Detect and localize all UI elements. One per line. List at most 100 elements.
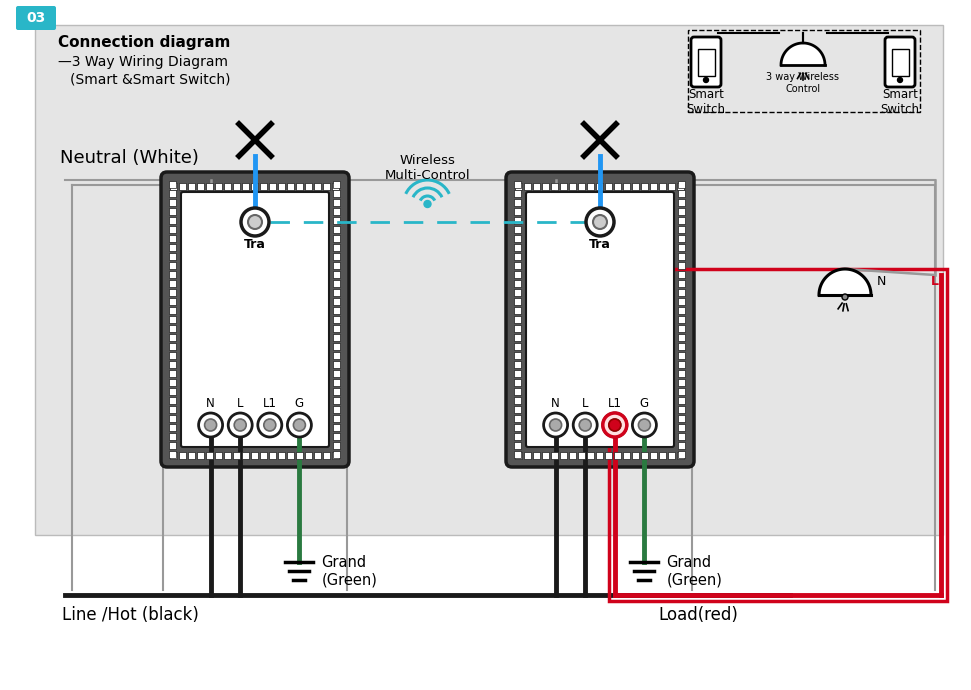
Bar bbox=[333, 424, 340, 431]
Bar bbox=[305, 452, 312, 459]
Bar bbox=[242, 183, 249, 190]
Text: Smart
Switch: Smart Switch bbox=[686, 88, 725, 116]
Circle shape bbox=[609, 419, 620, 431]
FancyBboxPatch shape bbox=[16, 6, 56, 30]
Bar bbox=[269, 183, 276, 190]
Bar bbox=[305, 183, 312, 190]
Bar bbox=[333, 388, 340, 395]
Bar bbox=[332, 183, 339, 190]
Bar bbox=[678, 199, 685, 206]
Circle shape bbox=[199, 413, 222, 437]
Circle shape bbox=[593, 215, 607, 229]
Text: Grand
(Green): Grand (Green) bbox=[321, 555, 378, 587]
Bar bbox=[333, 316, 340, 323]
Bar bbox=[678, 226, 685, 233]
Circle shape bbox=[550, 419, 561, 431]
Circle shape bbox=[632, 413, 656, 437]
Bar bbox=[641, 183, 648, 190]
Bar bbox=[514, 217, 521, 224]
Bar bbox=[668, 452, 675, 459]
FancyBboxPatch shape bbox=[885, 37, 915, 87]
Text: Smart
Switch: Smart Switch bbox=[881, 88, 920, 116]
Bar bbox=[596, 452, 603, 459]
Bar bbox=[514, 289, 521, 296]
Bar bbox=[678, 370, 685, 377]
Bar bbox=[678, 190, 685, 197]
Bar bbox=[514, 316, 521, 323]
Bar bbox=[514, 352, 521, 359]
Bar bbox=[678, 217, 685, 224]
Bar bbox=[678, 433, 685, 440]
Bar bbox=[514, 388, 521, 395]
Bar bbox=[169, 271, 176, 278]
Bar bbox=[524, 183, 531, 190]
Bar bbox=[632, 452, 639, 459]
Bar bbox=[632, 183, 639, 190]
Bar bbox=[578, 183, 585, 190]
Text: Connection diagram: Connection diagram bbox=[58, 34, 230, 50]
Bar bbox=[678, 352, 685, 359]
Bar bbox=[169, 316, 176, 323]
Bar bbox=[514, 343, 521, 350]
Bar bbox=[169, 253, 176, 260]
Bar bbox=[224, 452, 231, 459]
Bar bbox=[251, 183, 258, 190]
Bar bbox=[678, 280, 685, 287]
Bar bbox=[677, 452, 684, 459]
Bar bbox=[514, 190, 521, 197]
Bar bbox=[278, 452, 285, 459]
Bar bbox=[514, 199, 521, 206]
Bar bbox=[678, 307, 685, 314]
Bar bbox=[170, 183, 177, 190]
Bar bbox=[333, 190, 340, 197]
Text: L: L bbox=[237, 397, 244, 409]
Bar bbox=[678, 316, 685, 323]
Bar bbox=[650, 452, 657, 459]
Bar bbox=[169, 352, 176, 359]
Bar bbox=[514, 244, 521, 251]
Bar bbox=[609, 269, 947, 601]
Circle shape bbox=[704, 77, 709, 83]
Circle shape bbox=[842, 294, 848, 300]
Bar bbox=[333, 181, 340, 188]
Bar bbox=[169, 424, 176, 431]
Bar bbox=[169, 298, 176, 305]
Bar bbox=[514, 235, 521, 242]
Bar bbox=[678, 415, 685, 422]
Bar bbox=[678, 343, 685, 350]
Bar bbox=[169, 262, 176, 269]
Bar bbox=[169, 244, 176, 251]
Bar bbox=[242, 452, 249, 459]
Bar bbox=[333, 451, 340, 458]
Bar bbox=[514, 415, 521, 422]
Bar bbox=[514, 370, 521, 377]
Bar bbox=[587, 183, 594, 190]
Text: N: N bbox=[206, 397, 215, 409]
Bar bbox=[169, 307, 176, 314]
Bar bbox=[668, 183, 675, 190]
Bar bbox=[569, 183, 576, 190]
Bar bbox=[333, 208, 340, 215]
Text: 03: 03 bbox=[26, 11, 46, 25]
Bar bbox=[169, 379, 176, 386]
Bar bbox=[169, 343, 176, 350]
Bar bbox=[333, 361, 340, 368]
Bar bbox=[533, 452, 540, 459]
Bar bbox=[215, 452, 222, 459]
Bar bbox=[678, 406, 685, 413]
Bar bbox=[224, 183, 231, 190]
Bar bbox=[678, 388, 685, 395]
Circle shape bbox=[544, 413, 568, 437]
Bar bbox=[542, 452, 549, 459]
Bar bbox=[215, 183, 222, 190]
Bar bbox=[659, 452, 666, 459]
Bar bbox=[206, 183, 213, 190]
Bar bbox=[515, 452, 522, 459]
Text: N: N bbox=[552, 397, 560, 409]
Circle shape bbox=[228, 413, 252, 437]
Bar bbox=[678, 289, 685, 296]
Bar bbox=[514, 334, 521, 341]
Text: L: L bbox=[931, 275, 939, 288]
Circle shape bbox=[603, 413, 627, 437]
Bar bbox=[169, 208, 176, 215]
